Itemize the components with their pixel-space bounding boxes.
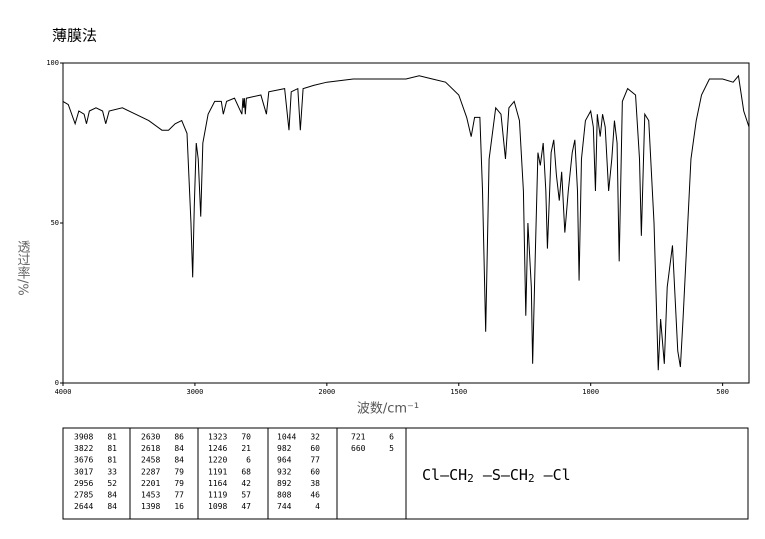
peak-transmittance: 81 — [107, 433, 117, 442]
peak-wavenumber: 2458 — [141, 456, 160, 465]
spectrum-line — [62, 74, 750, 371]
peak-wavenumber: 3908 — [74, 433, 93, 442]
chart-title: 薄膜法 — [52, 27, 97, 45]
peak-transmittance: 38 — [310, 479, 320, 488]
subscript: 2 — [528, 472, 535, 485]
peak-transmittance: 42 — [241, 479, 251, 488]
peak-wavenumber: 1220 — [208, 456, 227, 465]
x-axis-label: 波数/cm⁻¹ — [357, 402, 419, 417]
peak-wavenumber: 1164 — [208, 479, 227, 488]
peak-wavenumber: 932 — [277, 467, 292, 476]
peak-wavenumber: 964 — [277, 456, 292, 465]
peak-wavenumber: 1191 — [208, 467, 227, 476]
atom-group: Cl — [422, 466, 440, 484]
peak-wavenumber: 3676 — [74, 456, 93, 465]
peak-transmittance: 70 — [241, 433, 251, 442]
subscript: 2 — [467, 472, 474, 485]
peak-wavenumber: 721 — [351, 433, 366, 442]
peak-wavenumber: 1098 — [208, 502, 227, 511]
peak-transmittance: 84 — [107, 491, 117, 500]
y-tick-label: 0 — [55, 379, 59, 387]
peak-transmittance: 77 — [174, 491, 184, 500]
table-dividers — [129, 428, 407, 519]
peak-wavenumber: 744 — [277, 502, 292, 511]
y-tick-label: 100 — [46, 59, 59, 67]
baseline-reset — [535, 466, 544, 484]
peak-transmittance: 6 — [389, 433, 394, 442]
peak-transmittance: 84 — [174, 444, 184, 453]
peak-transmittance: 81 — [107, 444, 117, 453]
peak-transmittance: 68 — [241, 467, 251, 476]
peak-transmittance: 57 — [241, 491, 251, 500]
peak-transmittance: 4 — [315, 502, 320, 511]
peak-transmittance: 81 — [107, 456, 117, 465]
peak-transmittance: 5 — [389, 444, 394, 453]
peak-wavenumber: 2630 — [141, 433, 160, 442]
peak-wavenumber: 1044 — [277, 433, 296, 442]
peak-wavenumber: 1119 — [208, 491, 227, 500]
y-axis-label: 透过率/% — [15, 240, 31, 296]
x-tick-label: 1000 — [582, 388, 599, 396]
peak-wavenumber: 2644 — [74, 502, 93, 511]
peak-wavenumber: 2956 — [74, 479, 93, 488]
peak-transmittance: 33 — [107, 467, 117, 476]
structure-formula: Cl—CH2 —S—CH2 —Cl — [422, 466, 571, 486]
peak-wavenumber: 660 — [351, 444, 366, 453]
x-tick-label: 3000 — [186, 388, 203, 396]
peak-transmittance: 60 — [310, 444, 320, 453]
peak-wavenumber: 1398 — [141, 502, 160, 511]
peak-wavenumber: 892 — [277, 479, 292, 488]
peak-transmittance: 46 — [310, 491, 320, 500]
peak-transmittance: 16 — [174, 502, 184, 511]
bond: — — [501, 466, 511, 484]
bond: — — [483, 466, 493, 484]
x-tick-label: 500 — [716, 388, 729, 396]
atom-group: CH — [449, 466, 467, 484]
peak-wavenumber: 982 — [277, 444, 292, 453]
peak-wavenumber: 1246 — [208, 444, 227, 453]
atom-group: S — [492, 466, 501, 484]
peak-wavenumber: 2618 — [141, 444, 160, 453]
atom-group: CH — [510, 466, 528, 484]
peak-transmittance: 60 — [310, 467, 320, 476]
peak-transmittance: 21 — [241, 444, 251, 453]
peak-wavenumber: 3822 — [74, 444, 93, 453]
peak-wavenumber: 2201 — [141, 479, 160, 488]
peak-wavenumber: 3017 — [74, 467, 93, 476]
atom-group: Cl — [553, 466, 571, 484]
y-tick-label: 50 — [51, 219, 59, 227]
peak-wavenumber: 1323 — [208, 433, 227, 442]
peak-transmittance: 79 — [174, 479, 184, 488]
x-tick-label: 2000 — [318, 388, 335, 396]
peak-wavenumber: 2287 — [141, 467, 160, 476]
peak-transmittance: 77 — [310, 456, 320, 465]
bond: — — [544, 466, 554, 484]
peak-wavenumber: 2785 — [74, 491, 93, 500]
peak-wavenumber: 1453 — [141, 491, 160, 500]
peak-transmittance: 47 — [241, 502, 251, 511]
baseline-reset — [474, 466, 483, 484]
peak-transmittance: 79 — [174, 467, 184, 476]
peak-wavenumber: 808 — [277, 491, 292, 500]
x-tick-label: 4000 — [55, 388, 72, 396]
peak-transmittance: 86 — [174, 433, 184, 442]
x-tick-label: 1500 — [450, 388, 467, 396]
plot-frame — [62, 62, 750, 384]
peak-transmittance: 6 — [246, 456, 251, 465]
peak-transmittance: 52 — [107, 479, 117, 488]
peak-transmittance: 84 — [107, 502, 117, 511]
bond: — — [440, 466, 450, 484]
peak-transmittance: 32 — [310, 433, 320, 442]
peak-transmittance: 84 — [174, 456, 184, 465]
